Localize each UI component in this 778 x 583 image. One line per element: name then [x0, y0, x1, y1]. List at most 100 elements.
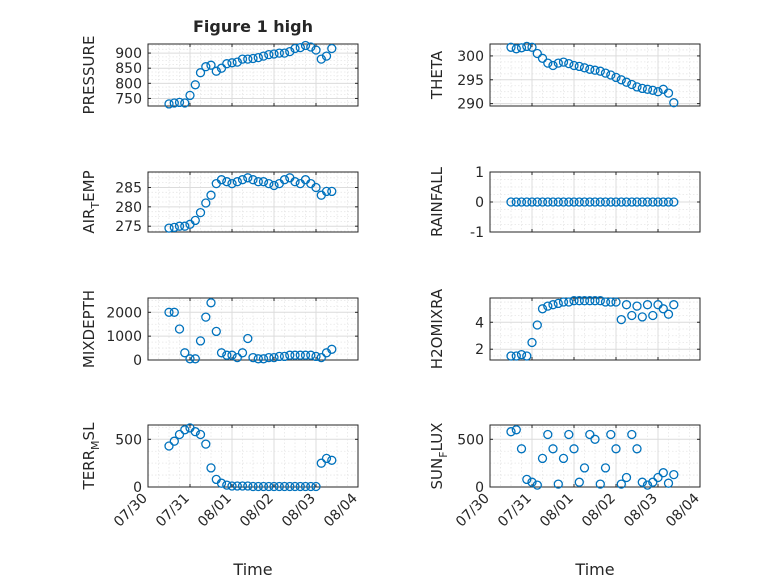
- data-point: [195, 207, 206, 218]
- y-tick-label: 900: [115, 46, 142, 62]
- data-point: [248, 175, 258, 185]
- data-point: [522, 474, 532, 485]
- y-axis-label: TERRMSL: [80, 422, 102, 491]
- data-point: [642, 84, 653, 94]
- data-point: [511, 44, 521, 54]
- data-point: [564, 58, 574, 69]
- data-point: [243, 481, 253, 491]
- data-point: [164, 441, 174, 451]
- data-point: [248, 352, 258, 363]
- data-point: [658, 468, 668, 478]
- data-point: [164, 99, 174, 109]
- data-point: [590, 434, 600, 444]
- data-point: [595, 479, 605, 489]
- y-axis-label-main: PRESSURE: [80, 36, 98, 115]
- data-point: [595, 197, 605, 207]
- data-point: [311, 351, 321, 362]
- y-tick-label: 0: [133, 480, 142, 496]
- data-point: [169, 222, 179, 233]
- x-tick-label: 07/30: [111, 491, 151, 531]
- data-point: [279, 481, 290, 492]
- data-point: [516, 444, 527, 454]
- data-point: [216, 175, 227, 185]
- y-axis-label-rest: EMP: [80, 170, 98, 201]
- data-point: [201, 439, 211, 449]
- data-point: [543, 429, 553, 440]
- data-point: [258, 481, 269, 492]
- data-point: [548, 197, 558, 207]
- data-point: [564, 297, 574, 307]
- y-tick-label: 2: [475, 342, 484, 358]
- data-point: [642, 197, 653, 207]
- data-point: [632, 197, 642, 207]
- data-point: [527, 42, 537, 52]
- data-point: [316, 352, 326, 363]
- data-point: [511, 197, 521, 207]
- data-point: [648, 310, 658, 321]
- data-point: [222, 177, 232, 187]
- data-point: [637, 312, 647, 322]
- data-point: [548, 300, 558, 310]
- data-point: [274, 481, 284, 492]
- data-point: [169, 436, 179, 446]
- data-point: [621, 472, 632, 483]
- data-point: [669, 197, 679, 207]
- axes-terrmsl: 0 500 07/30 07/31 08/01 08/02 08/03 08/04 Time TE…: [80, 422, 361, 579]
- data-point: [321, 453, 332, 464]
- data-point: [611, 197, 621, 207]
- y-tick-label: 0: [475, 195, 484, 211]
- data-point: [574, 296, 584, 306]
- data-point: [579, 463, 590, 473]
- x-tick-label: 07/31: [153, 491, 193, 531]
- data-point: [522, 197, 532, 207]
- data-point: [585, 296, 595, 306]
- data-point: [537, 53, 548, 63]
- data-point: [264, 352, 274, 363]
- data-point: [285, 46, 295, 57]
- y-tick-label: 500: [115, 432, 142, 448]
- x-tick-label: 08/02: [237, 491, 277, 531]
- data-point: [600, 463, 611, 473]
- y-tick-label: 2000: [106, 305, 142, 321]
- data-point: [579, 197, 590, 207]
- data-point: [658, 304, 668, 314]
- data-point: [185, 90, 195, 101]
- y-axis-label: RAINFALL: [428, 166, 446, 237]
- data-point: [516, 43, 527, 53]
- data-point: [632, 82, 642, 92]
- data-point: [269, 352, 279, 363]
- y-tick-label: -1: [470, 225, 484, 241]
- data-point: [237, 481, 248, 491]
- data-point: [274, 48, 284, 58]
- data-point: [532, 480, 542, 490]
- data-point: [174, 221, 185, 231]
- data-point: [327, 43, 337, 54]
- data-point: [253, 52, 263, 63]
- x-tick-label: 08/01: [537, 491, 577, 531]
- y-axis-label-subscript: T: [89, 202, 102, 210]
- data-point: [606, 429, 616, 440]
- data-point: [616, 479, 626, 489]
- data-point: [648, 197, 658, 207]
- data-point: [232, 352, 242, 363]
- data-point: [621, 77, 632, 87]
- data-point: [201, 198, 211, 208]
- data-point: [237, 175, 248, 185]
- x-axis-label: Time: [574, 560, 614, 579]
- data-point: [311, 481, 321, 492]
- y-tick-label: 4: [475, 315, 484, 331]
- data-point: [169, 98, 179, 108]
- data-point: [206, 190, 216, 200]
- data-point: [253, 354, 263, 364]
- y-tick-label: 1: [475, 165, 484, 181]
- data-point: [174, 324, 185, 334]
- data-point: [253, 177, 263, 187]
- data-point: [232, 57, 242, 67]
- data-point: [216, 63, 227, 73]
- data-point: [663, 478, 674, 488]
- y-axis-label-main: THETA: [428, 50, 446, 100]
- data-point: [180, 98, 190, 108]
- data-point: [600, 197, 611, 207]
- y-tick-label: 295: [457, 73, 484, 89]
- data-point: [627, 429, 637, 440]
